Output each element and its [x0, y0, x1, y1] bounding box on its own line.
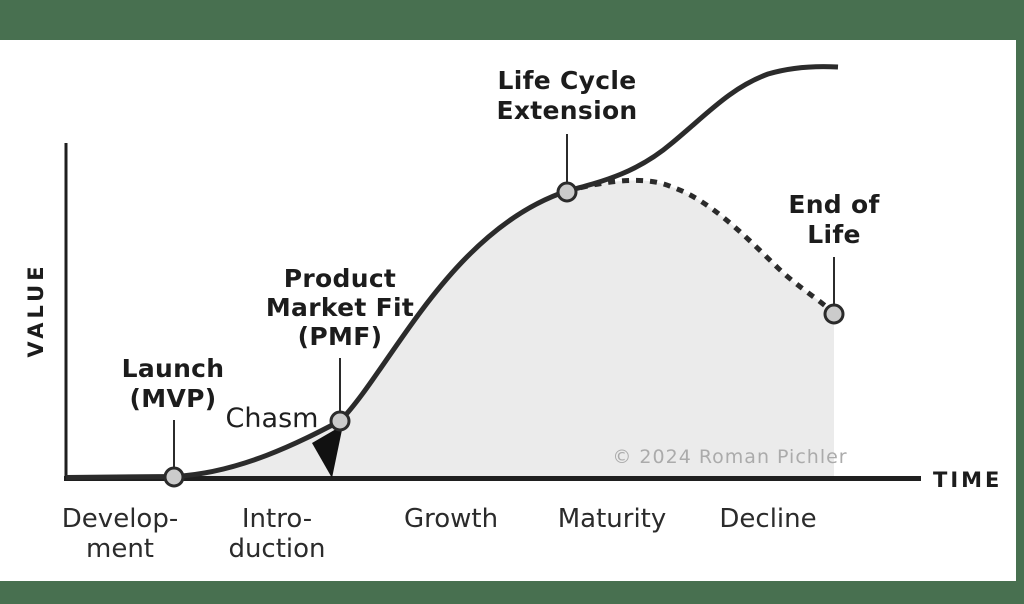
product-market-fit-label-line2: Market Fit — [265, 293, 415, 322]
launch-mvp-label-line1: Launch — [121, 354, 225, 383]
life-cycle-extension-label: Life Cycle Extension — [496, 66, 637, 126]
decline-dashed-curve — [566, 177, 836, 316]
phase-decline-line1: Decline — [719, 504, 817, 534]
diagram-canvas: VALUE TIME Life Cycle Extension End of L… — [0, 40, 1016, 581]
phase-development-line2: ment — [85, 534, 154, 564]
end-of-life-label: End of Life — [788, 190, 879, 250]
launch-mvp-label: Launch (MVP) — [122, 354, 225, 414]
pmf-marker — [329, 410, 351, 432]
x-axis-label: TIME — [933, 468, 1003, 492]
phase-growth-line1: Growth — [403, 504, 499, 534]
phase-label-decline: Decline — [719, 504, 816, 534]
product-market-fit-label-line3: (PMF) — [297, 322, 383, 351]
product-market-fit-label: Product Market Fit (PMF) — [266, 264, 414, 351]
lce-marker — [556, 181, 578, 203]
phase-label-maturity: Maturity — [558, 504, 667, 534]
copyright-watermark: © 2024 Roman Pichler — [612, 446, 848, 468]
phase-label-growth: Growth — [404, 504, 498, 534]
end-of-life-label-line2: Life — [807, 220, 861, 249]
phase-introduction-line2: duction — [228, 534, 326, 564]
phase-maturity-line1: Maturity — [557, 504, 667, 534]
y-axis-label: VALUE — [24, 262, 48, 358]
launch-mvp-label-line2: (MVP) — [129, 384, 217, 413]
launch-marker — [163, 466, 185, 488]
phase-introduction-line1: Intro- — [241, 504, 313, 534]
life-cycle-curve-graphic — [64, 64, 921, 488]
life-cycle-area-fill — [66, 180, 834, 478]
life-cycle-extension-label-line2: Extension — [496, 96, 638, 125]
phase-label-introduction: Intro- duction — [228, 504, 325, 564]
chasm-label: Chasm — [225, 403, 319, 434]
eol-marker — [823, 303, 845, 325]
end-of-life-label-line1: End of — [788, 190, 880, 219]
phase-label-development: Develop- ment — [62, 504, 178, 564]
phase-development-line1: Develop- — [61, 504, 179, 534]
chasm-triangle — [312, 425, 343, 478]
product-market-fit-label-line1: Product — [283, 264, 397, 293]
life-cycle-extension-label-line1: Life Cycle — [497, 66, 637, 95]
